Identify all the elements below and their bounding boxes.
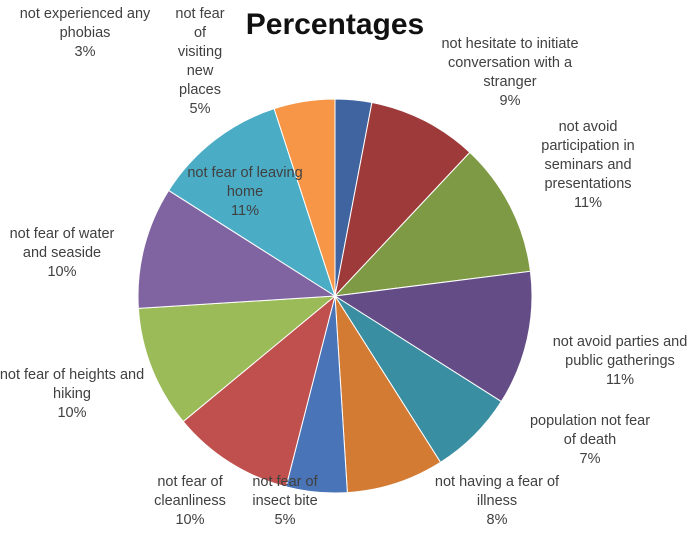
slice-label: not fear of visiting new places 5% [170,5,230,119]
pie-slice [273,98,336,297]
value-label: 8% [486,512,508,528]
value-label: 7% [579,451,601,467]
pie-slice [333,270,533,403]
category-name: population not fear of death [529,413,651,448]
pie-slice [167,108,336,298]
category-name: not having a fear of illness [434,474,560,509]
category-name: not avoid parties and public gatherings [552,334,688,369]
slice-label: not fear of heights and hiking 10% [0,366,147,423]
slice-label: not experienced any phobias 3% [0,5,170,62]
pie-slice [182,294,336,488]
value-label: 9% [499,93,521,109]
value-label: 11% [606,372,634,388]
pie-slice [334,101,471,298]
slice-label: population not fear of death 7% [525,412,655,469]
chart-title: Percentages [245,8,425,41]
slice-label: not avoid participation in seminars and … [518,118,658,213]
slice-label: not hesitate to initiate conversation wi… [423,35,598,111]
slice-label: not having a fear of illness 8% [432,473,562,530]
category-name: not avoid participation in seminars and … [541,119,635,192]
value-label: 11% [574,195,602,211]
slice-label: not fear of water and seaside 10% [0,225,127,282]
value-label: 10% [57,405,87,421]
slice-label: not fear of cleanliness 10% [140,473,240,530]
slice-label: not fear of insect bite 5% [235,473,335,530]
value-label: 3% [74,44,96,60]
category-name: not hesitate to initiate conversation wi… [441,36,579,90]
category-name: not fear of visiting new places [175,6,225,98]
slice-label: not avoid parties and public gatherings 1… [540,333,700,390]
category-name: not fear of water and seaside [9,226,115,261]
slice-label: not fear of leaving home 11% [185,164,305,221]
value-label: 10% [175,512,205,528]
pie-slice [137,189,337,309]
category-name: not experienced any phobias [19,6,151,41]
pie-slice [334,295,442,494]
value-label: 5% [274,512,296,528]
category-name: not fear of cleanliness [154,474,226,509]
category-name: not fear of insect bite [252,474,318,509]
pie-slice [137,295,337,423]
category-name: not fear of leaving home [187,165,303,200]
value-label: 10% [47,264,77,280]
category-name: not fear of heights and hiking [0,367,145,402]
pie-slice [333,151,532,297]
value-label: 11% [231,203,259,219]
value-label: 5% [189,101,211,117]
